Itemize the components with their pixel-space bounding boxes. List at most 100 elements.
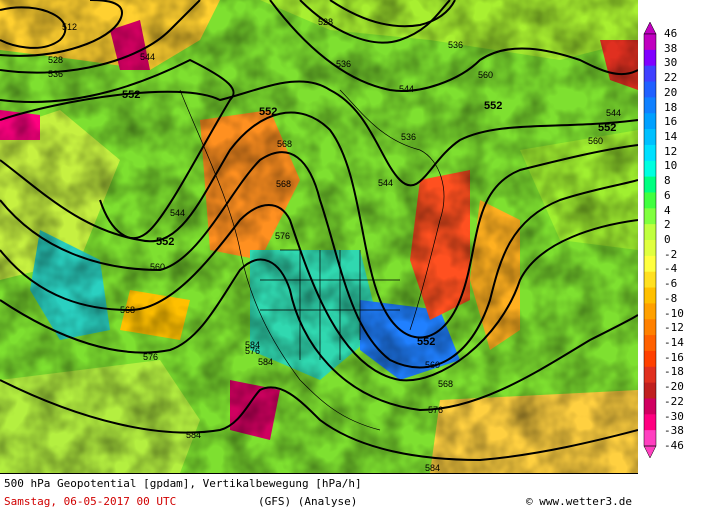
colorbar-swatch xyxy=(644,398,656,415)
colorbar-swatch xyxy=(644,287,656,304)
colorbar-tick-label: -20 xyxy=(664,380,684,394)
colorbar-tick-label: -16 xyxy=(664,350,684,364)
colorbar-tick-label: 22 xyxy=(664,71,678,85)
contour-label: 584 xyxy=(258,357,273,367)
contour-552-a xyxy=(0,80,639,187)
contour-584 xyxy=(0,379,639,462)
contour-label: 576 xyxy=(275,231,290,241)
contour-label: 576 xyxy=(428,405,443,415)
colorbar: 46 38 30 22 20 18 16 14 12 10 8 6 4 2 0 -2 -4 -6 -8 -10 -12-… xyxy=(638,0,704,473)
colorbar-swatch xyxy=(644,97,656,114)
contour-label: 584 xyxy=(425,463,440,473)
contour-label: 528 xyxy=(318,17,333,27)
weather-map: 512 528 536 544 552 552 552 536 528 544 … xyxy=(0,0,639,473)
colorbar-tick-label: 2 xyxy=(664,218,671,232)
colorbar-swatch xyxy=(644,414,656,431)
contour-label: 552 xyxy=(598,122,616,134)
colorbar-swatch xyxy=(644,34,656,51)
contour-528-north xyxy=(299,0,451,44)
colorbar-swatch xyxy=(644,382,656,399)
colorbar-swatch xyxy=(644,192,656,209)
contour-label: 512 xyxy=(62,22,77,32)
contour-512 xyxy=(0,6,67,49)
colorbar-tick-label: -22 xyxy=(664,394,684,408)
colorbar-swatch xyxy=(644,160,656,178)
contour-label: 544 xyxy=(140,52,155,62)
colorbar-swatch xyxy=(644,240,656,257)
contour-label: 560 xyxy=(425,360,440,370)
colorbar-tick-label: 4 xyxy=(664,203,671,217)
geopotential-contours xyxy=(0,0,639,462)
contour-576 xyxy=(0,258,639,412)
colorbar-swatch xyxy=(644,208,656,225)
colorbar-scale xyxy=(643,21,657,459)
colorbar-swatch xyxy=(644,49,656,67)
contour-label: 568 xyxy=(438,379,453,389)
colorbar-tick-label: -10 xyxy=(664,306,684,320)
colorbar-swatch xyxy=(644,224,656,241)
colorbar-tick-label: 16 xyxy=(664,115,678,129)
hudson-coast xyxy=(339,89,445,331)
contour-label: 560 xyxy=(478,70,493,80)
colorbar-swatch xyxy=(644,113,656,130)
credit-text: www.wetter3.de xyxy=(539,495,632,508)
contour-label: 560 xyxy=(150,262,165,272)
contour-label: 560 xyxy=(588,136,603,146)
colorbar-tick-label: -2 xyxy=(664,247,678,261)
colorbar-tick-label: -8 xyxy=(664,291,678,305)
copyright-icon: © xyxy=(526,495,540,508)
pacific-coast xyxy=(179,89,381,431)
colorbar-tick-label: 12 xyxy=(664,144,678,158)
caption-title: 500 hPa Geopotential [gpdam], Vertikalbe… xyxy=(4,477,362,490)
colorbar-swatch xyxy=(644,255,656,273)
contour-528 xyxy=(0,0,123,57)
map-svg: 512 528 536 544 552 552 552 536 528 544 … xyxy=(0,0,639,473)
contour-label: 528 xyxy=(48,55,63,65)
contour-label: 544 xyxy=(378,178,393,188)
caption-date: Samstag, 06-05-2017 00 UTC xyxy=(4,495,177,508)
colorbar-swatch xyxy=(644,366,656,384)
contour-536-north xyxy=(329,0,456,28)
colorbar-tick-label: -38 xyxy=(664,424,684,438)
contour-label: 552 xyxy=(484,100,502,112)
caption-model: (GFS) (Analyse) xyxy=(258,495,358,508)
colorbar-tick-label: 8 xyxy=(664,174,671,188)
contour-560 xyxy=(0,151,639,369)
colorbar-tick-label: 14 xyxy=(664,130,678,143)
colorbar-swatch xyxy=(644,430,656,447)
colorbar-swatch xyxy=(644,335,656,352)
colorbar-swatch xyxy=(644,81,656,98)
colorbar-swatch xyxy=(644,65,656,83)
colorbar-frame xyxy=(643,33,657,447)
contour-label: 536 xyxy=(401,132,416,142)
colorbar-tick-label: -12 xyxy=(664,321,684,335)
colorbar-swatch xyxy=(644,144,656,162)
contour-544 xyxy=(0,58,235,240)
contour-544-north xyxy=(269,0,639,92)
caption-credit: © www.wetter3.de xyxy=(526,495,632,508)
contour-label: 552 xyxy=(156,236,174,248)
colorbar-arrow-top xyxy=(643,21,657,35)
contour-label: 552 xyxy=(122,89,140,101)
contour-568 xyxy=(0,204,639,382)
contour-label: 576 xyxy=(143,352,158,362)
contour-label: 568 xyxy=(120,305,135,315)
contour-labels: 512 528 536 544 552 552 552 536 528 544 … xyxy=(48,17,621,473)
colorbar-tick-label: -4 xyxy=(664,262,678,276)
contour-label: 544 xyxy=(399,84,414,94)
contour-label: 576 xyxy=(245,346,260,356)
colorbar-tick-label: -18 xyxy=(664,365,684,379)
colorbar-tick-label: 18 xyxy=(664,100,678,114)
contour-536 xyxy=(0,0,201,74)
colorbar-tick-label: 6 xyxy=(664,188,671,202)
contour-label: 536 xyxy=(448,40,463,50)
contour-label: 544 xyxy=(170,208,185,218)
contour-label: 568 xyxy=(276,179,291,189)
colorbar-tick-label: 30 xyxy=(664,56,678,70)
colorbar-tick-label: -6 xyxy=(664,277,678,291)
contour-552-b xyxy=(0,111,639,339)
colorbar-tick-label: 10 xyxy=(664,159,678,173)
contour-label: 568 xyxy=(277,139,292,149)
contour-label: 552 xyxy=(417,336,435,348)
caption: 500 hPa Geopotential [gpdam], Vertikalbe… xyxy=(0,473,638,514)
